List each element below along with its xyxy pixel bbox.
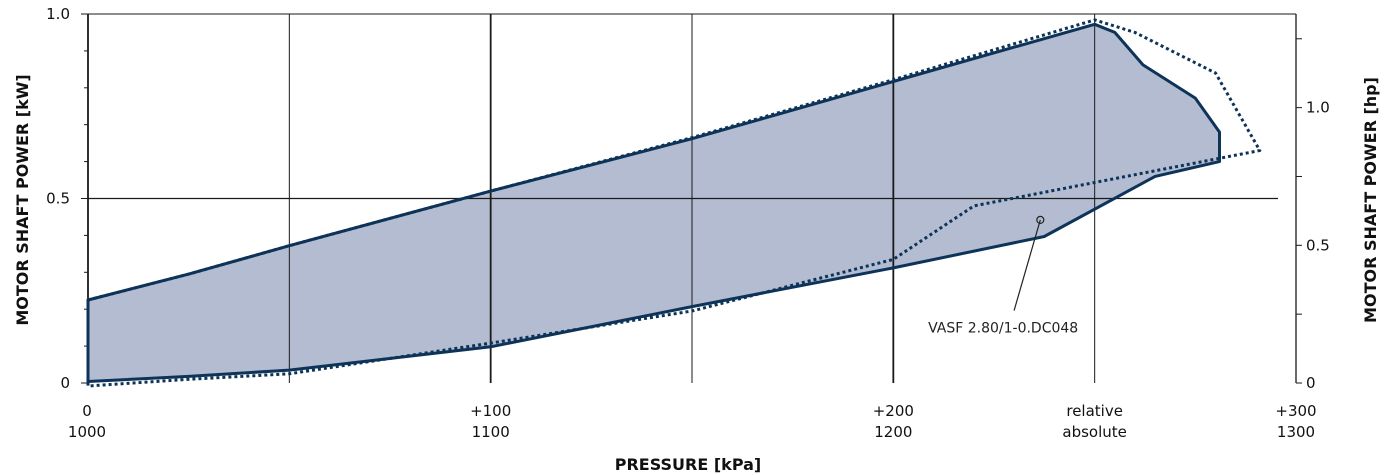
ytick-label: 1.0 — [46, 5, 70, 23]
y2tick-label: 0.5 — [1306, 236, 1330, 254]
y-axis-title-left: MOTOR SHAFT POWER [kW] — [13, 74, 32, 325]
xtick-relative-label: +300 — [1275, 402, 1316, 420]
annotation-leader — [1013, 219, 1041, 311]
annotation-marker — [1036, 215, 1045, 225]
y2tick-label: 1.0 — [1306, 99, 1330, 117]
xtick-relative-label: +100 — [470, 402, 511, 420]
operating-range-fill — [88, 24, 1220, 382]
annotation-label: VASF 2.80/1-0.DC048 — [928, 321, 1078, 337]
x-scale-relative-label: relative — [1066, 402, 1123, 420]
tick-labels: 0 0.5 1.0 0 0.5 1.0 0 1000 +100 1100 +200 1200 +300 1… — [46, 5, 1330, 441]
xtick-relative-label: 0 — [82, 402, 92, 420]
xtick-absolute-label: 1200 — [874, 423, 912, 441]
range-area — [88, 24, 1220, 382]
grid — [88, 14, 1278, 383]
y-axis-title-right: MOTOR SHAFT POWER [hp] — [1361, 77, 1380, 323]
xtick-absolute-label: 1000 — [68, 423, 106, 441]
x-axis-title: PRESSURE [kPa] — [615, 455, 761, 474]
series-dotted-line — [86, 18, 1262, 388]
series-lines — [86, 18, 1262, 388]
xtick-absolute-label: 1300 — [1277, 423, 1315, 441]
y2tick-label: 0 — [1306, 374, 1316, 392]
ytick-label: 0 — [60, 374, 70, 392]
xtick-absolute-label: 1100 — [472, 423, 510, 441]
x-scale-absolute-label: absolute — [1062, 423, 1127, 441]
annotation: VASF 2.80/1-0.DC048 — [928, 215, 1078, 337]
ytick-label: 0.5 — [46, 190, 70, 208]
xtick-relative-label: +200 — [873, 402, 914, 420]
